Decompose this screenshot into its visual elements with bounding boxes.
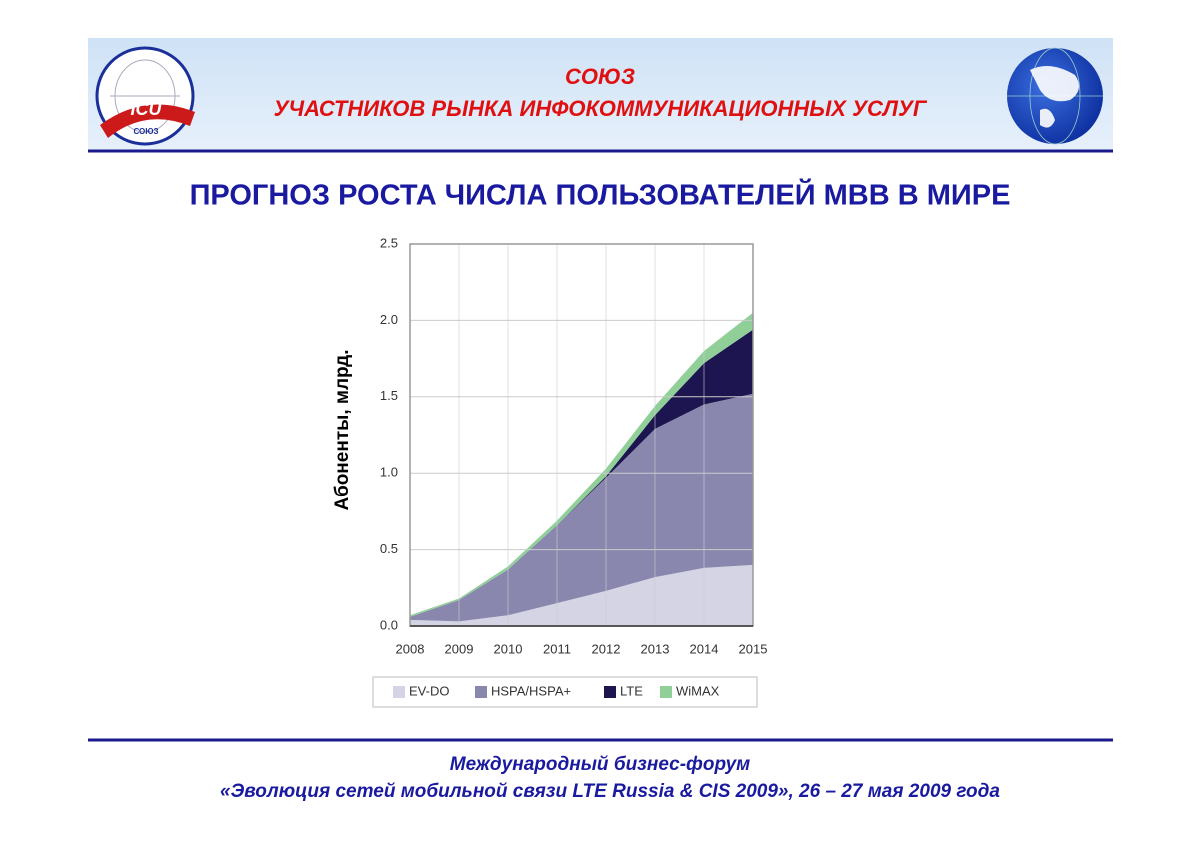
x-tick-label: 2015 (739, 641, 768, 656)
footer-line1: Международный бизнес-форум (450, 754, 750, 775)
right-logo (1007, 47, 1103, 145)
y-tick-label: 1.5 (380, 388, 398, 403)
legend-label: EV-DO (409, 683, 449, 698)
left-logo: ICU СОЮЗ (95, 46, 195, 146)
legend-box (372, 676, 758, 708)
y-tick-label: 2.5 (380, 235, 398, 250)
x-tick-label: 2014 (690, 641, 719, 656)
x-tick-label: 2010 (494, 641, 523, 656)
y-tick-label: 1.0 (380, 465, 398, 480)
x-tick-label: 2011 (543, 641, 571, 656)
logo-text: ICU (131, 99, 163, 119)
header-line2: УЧАСТНИКОВ РЫНКА ИНФОКОММУНИКАЦИОННЫХ УС… (274, 96, 928, 121)
y-tick-label: 0.5 (380, 541, 398, 556)
x-tick-label: 2013 (641, 641, 670, 656)
legend-label: WiMAX (676, 683, 720, 698)
x-tick-label: 2012 (592, 641, 621, 656)
y-tick-label: 2.0 (380, 312, 398, 327)
footer-line2: «Эволюция сетей мобильной связи LTE Russ… (220, 781, 1000, 802)
area (410, 564, 753, 626)
legend-swatch (660, 686, 672, 698)
legend-label: LTE (620, 683, 643, 698)
legend-swatch (604, 686, 616, 698)
y-tick-label: 0.0 (380, 617, 398, 632)
legend-swatch (475, 686, 487, 698)
area (410, 393, 753, 622)
header-band (88, 38, 1113, 150)
x-tick-label: 2009 (445, 641, 474, 656)
area (410, 312, 753, 617)
x-tick-label: 2008 (396, 641, 425, 656)
legend-swatch (393, 686, 405, 698)
slide-title: ПРОГНОЗ РОСТА ЧИСЛА ПОЛЬЗОВАТЕЛЕЙ MBB В … (190, 178, 1011, 212)
logo-subtext: СОЮЗ (133, 127, 158, 136)
legend-label: HSPA/HSPA+ (491, 683, 571, 698)
area (410, 329, 753, 617)
header-line1: СОЮЗ (565, 64, 635, 89)
y-axis-label: Абоненты, млрд. (332, 349, 353, 510)
